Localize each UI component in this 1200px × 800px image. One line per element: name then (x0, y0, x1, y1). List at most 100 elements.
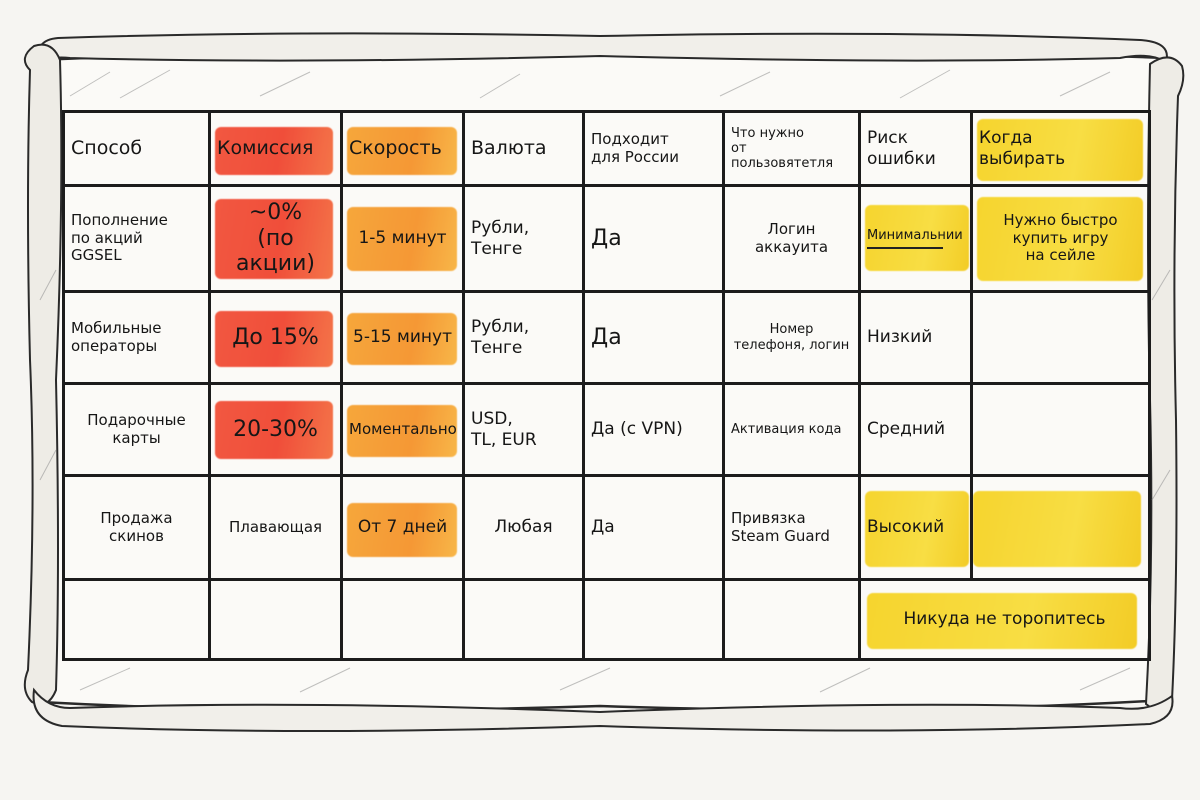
highlight-yellow (867, 593, 1137, 649)
table-row: Мобильные операторы До 15% 5-15 минут Ру… (62, 290, 1151, 385)
highlight-red (215, 311, 333, 367)
header-russia-label: Подходит для России (591, 129, 679, 166)
header-commission-label: Комиссия (217, 137, 314, 160)
comparison-table-wrapper: Способ Комиссия Скорость Валюта Подходит… (62, 110, 1151, 661)
cell-currency: Рубли, Тенге (462, 184, 585, 293)
cell-text: Логин аккауита (754, 219, 829, 256)
cell-russia: Да (582, 290, 725, 385)
highlight-yellow (865, 205, 969, 271)
cell-text: Пополнение по акций GGSEL (71, 210, 168, 265)
highlight-red (215, 401, 333, 459)
cell-text: 1-5 минут (358, 228, 447, 249)
cell-risk: Низкий (858, 290, 973, 385)
header-cell-currency: Валюта (462, 110, 585, 187)
cell-speed (340, 578, 465, 661)
cell-method: Мобильные операторы (62, 290, 211, 385)
cell-text: До 15% (232, 324, 319, 350)
highlight-orange (347, 207, 457, 271)
cell-text: Да (591, 517, 615, 538)
cell-text: От 7 дней (357, 517, 448, 538)
highlight-yellow (977, 197, 1143, 281)
header-cell-user-needs: Что нужно от пользовятетля (722, 110, 861, 187)
scroll-right-roll (1144, 56, 1185, 711)
cell-user-needs: Логин аккауита (722, 184, 861, 293)
highlight-red (215, 127, 333, 175)
cell-text: Да (591, 225, 622, 251)
cell-user-needs: Номер телефоня, логин (722, 290, 861, 385)
table-row: Никуда не торопитесь (62, 578, 1151, 661)
cell-method: Пополнение по акций GGSEL (62, 184, 211, 293)
cell-user-needs (722, 578, 861, 661)
cell-text: Низкий (867, 327, 933, 348)
header-when-label: Когда выбирать (979, 128, 1066, 169)
cell-text: Рубли, Тенге (471, 218, 530, 259)
cell-text: Высокий (867, 517, 945, 538)
table-row: Продажа скинов Плавающая От 7 дней Любая… (62, 474, 1151, 581)
cell-method: Подарочные карты (62, 382, 211, 477)
header-cell-risk: Риск ошибки (858, 110, 973, 187)
cell-currency: Любая (462, 474, 585, 581)
cell-text: 20-30% (233, 416, 318, 442)
table-row: Пополнение по акций GGSEL ~0% (по акции)… (62, 184, 1151, 293)
header-cell-russia: Подходит для России (582, 110, 725, 187)
cell-when (970, 290, 1151, 385)
footer-note: Никуда не торопитесь (903, 609, 1106, 630)
cell-when: Нужно быстро купить игру на сейле (970, 184, 1151, 293)
cell-speed: 1-5 минут (340, 184, 465, 293)
cell-currency: Рубли, Тенге (462, 290, 585, 385)
comparison-table: Способ Комиссия Скорость Валюта Подходит… (62, 110, 1151, 661)
cell-text: Подарочные карты (87, 410, 186, 447)
cell-text: Моментально (349, 419, 457, 438)
cell-commission: Плавающая (208, 474, 343, 581)
cell-text: Номер телефоня, логин (733, 322, 850, 353)
cell-text: Средний (867, 419, 946, 440)
cell-commission: ~0% (по акции) (208, 184, 343, 293)
cell-text: 5-15 минут (353, 327, 452, 348)
squiggle-underline (867, 246, 943, 249)
header-cell-commission: Комиссия (208, 110, 343, 187)
cell-text: Да (591, 324, 622, 350)
cell-user-needs: Активация кода (722, 382, 861, 477)
highlight-orange (347, 127, 457, 175)
cell-text: Рубли, Тенге (471, 317, 530, 358)
cell-text: Продажа скинов (100, 508, 173, 545)
cell-text: Да (с VPN) (591, 419, 683, 440)
header-cell-speed: Скорость (340, 110, 465, 187)
scroll-left-roll (23, 43, 63, 706)
cell-text: ~0% (по акции) (236, 199, 315, 277)
cell-text: Привязка Steam Guard (731, 508, 830, 545)
cell-when (970, 382, 1151, 477)
scroll-bottom-curl (32, 687, 1174, 732)
header-method-label: Способ (71, 137, 143, 160)
cell-text: USD, TL, EUR (471, 409, 537, 450)
cell-text: Нужно быстро купить игру на сейле (1003, 210, 1118, 265)
header-speed-label: Скорость (349, 137, 442, 160)
highlight-red (215, 199, 333, 279)
highlight-orange (347, 503, 457, 557)
highlight-orange (347, 313, 457, 365)
cell-speed: От 7 дней (340, 474, 465, 581)
cell-commission: 20-30% (208, 382, 343, 477)
header-row: Способ Комиссия Скорость Валюта Подходит… (62, 110, 1151, 187)
highlight-yellow (974, 491, 1141, 567)
cell-method: Продажа скинов (62, 474, 211, 581)
cell-commission: До 15% (208, 290, 343, 385)
cell-russia (582, 578, 725, 661)
highlight-orange (347, 405, 457, 457)
header-cell-method: Способ (62, 110, 211, 187)
cell-currency (462, 578, 585, 661)
sketch-hatching (39, 69, 1171, 693)
cell-text: Минимальнии (867, 228, 963, 244)
cell-russia: Да (582, 184, 725, 293)
header-risk-label: Риск ошибки (867, 128, 936, 169)
cell-risk: Высокий (858, 474, 973, 581)
highlight-yellow (865, 491, 969, 567)
cell-text: Мобильные операторы (71, 318, 162, 355)
cell-user-needs: Привязка Steam Guard (722, 474, 861, 581)
cell-risk: Средний (858, 382, 973, 477)
highlight-yellow (977, 119, 1143, 181)
header-user-needs-label: Что нужно от пользовятетля (731, 125, 834, 172)
cell-text: Любая (494, 517, 553, 538)
header-cell-when: Когда выбирать (970, 110, 1151, 187)
